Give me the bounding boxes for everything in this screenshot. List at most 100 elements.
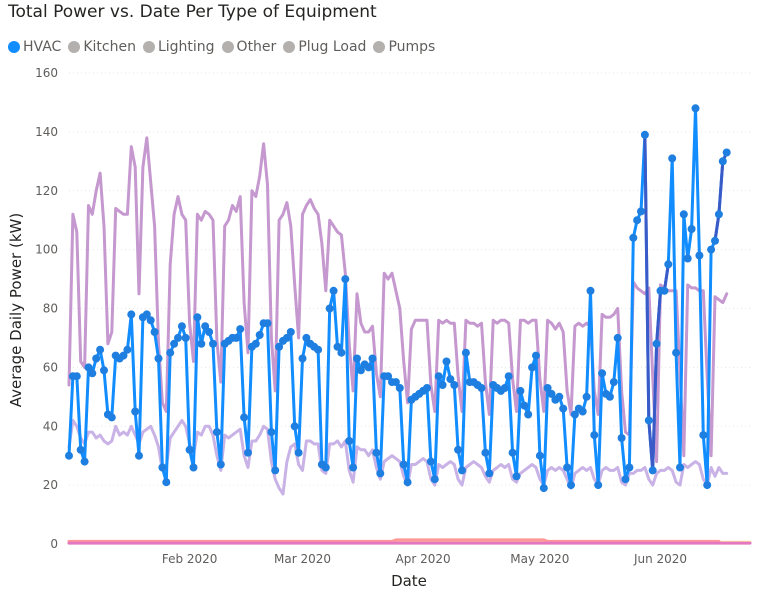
data-point-hvac[interactable] xyxy=(524,410,533,419)
data-point-hvac[interactable] xyxy=(65,451,73,460)
legend-item-lighting[interactable]: Lighting xyxy=(142,39,215,55)
data-point-hvac[interactable] xyxy=(150,328,159,336)
data-point-hvac[interactable] xyxy=(135,451,143,460)
data-point-hvac[interactable] xyxy=(590,431,599,440)
data-point-hvac[interactable] xyxy=(131,407,140,416)
data-point-hvac[interactable] xyxy=(244,448,252,457)
data-point-hvac[interactable] xyxy=(193,313,202,322)
data-point-hvac[interactable] xyxy=(547,389,556,398)
data-point-hvac[interactable] xyxy=(174,333,182,342)
data-point-hvac[interactable] xyxy=(578,407,587,416)
data-point-hvac[interactable] xyxy=(672,348,681,357)
data-point-hvac[interactable] xyxy=(197,339,206,348)
data-point-hvac[interactable] xyxy=(617,434,626,442)
data-point-hvac[interactable] xyxy=(594,481,603,490)
data-point-hvac[interactable] xyxy=(508,448,517,457)
data-point-hvac[interactable] xyxy=(356,366,365,375)
data-point-hvac[interactable] xyxy=(236,325,245,334)
data-point-hvac[interactable] xyxy=(637,207,645,216)
data-point-hvac[interactable] xyxy=(107,413,116,422)
data-point-hvac[interactable] xyxy=(598,369,607,378)
data-point-hvac[interactable] xyxy=(76,445,85,454)
data-point-hvac[interactable] xyxy=(119,351,128,360)
data-point-hvac[interactable] xyxy=(353,354,361,363)
legend-item-kitchen[interactable]: Kitchen xyxy=(68,39,136,55)
data-point-hvac[interactable] xyxy=(559,404,568,413)
data-point-hvac[interactable] xyxy=(314,345,323,354)
data-point-hvac[interactable] xyxy=(500,384,509,392)
data-point-hvac[interactable] xyxy=(722,148,731,157)
data-point-hvac[interactable] xyxy=(711,236,719,245)
data-point-hvac[interactable] xyxy=(567,481,575,490)
data-point-hvac[interactable] xyxy=(648,466,657,475)
data-point-hvac[interactable] xyxy=(481,448,490,457)
data-point-hvac[interactable] xyxy=(177,322,186,331)
data-point-hvac[interactable] xyxy=(384,372,393,381)
data-point-hvac[interactable] xyxy=(718,157,727,166)
data-point-hvac[interactable] xyxy=(652,339,661,348)
data-point-hvac[interactable] xyxy=(395,384,404,392)
data-point-hvac[interactable] xyxy=(714,210,723,219)
data-point-hvac[interactable] xyxy=(423,384,431,392)
data-point-hvac[interactable] xyxy=(403,478,412,487)
data-point-hvac[interactable] xyxy=(185,445,194,454)
data-point-hvac[interactable] xyxy=(450,381,459,389)
data-point-hvac[interactable] xyxy=(100,366,108,375)
data-point-hvac[interactable] xyxy=(333,342,342,351)
legend-item-other[interactable]: Other xyxy=(221,39,276,55)
data-point-hvac[interactable] xyxy=(364,363,373,372)
series-line-pumps[interactable] xyxy=(67,136,729,464)
data-point-hvac[interactable] xyxy=(166,348,175,357)
data-point-hvac[interactable] xyxy=(88,369,97,378)
data-point-hvac[interactable] xyxy=(485,469,494,478)
data-point-hvac[interactable] xyxy=(158,463,167,472)
data-point-hvac[interactable] xyxy=(532,351,540,360)
data-point-hvac[interactable] xyxy=(434,372,443,381)
data-point-hvac[interactable] xyxy=(240,413,249,422)
data-point-hvac[interactable] xyxy=(640,130,649,139)
data-point-hvac[interactable] xyxy=(368,354,377,363)
data-point-hvac[interactable] xyxy=(699,431,708,440)
data-point-hvac[interactable] xyxy=(282,333,291,342)
data-point-hvac[interactable] xyxy=(629,233,638,242)
data-point-hvac[interactable] xyxy=(271,466,280,475)
data-point-hvac[interactable] xyxy=(691,104,700,113)
data-point-hvac[interactable] xyxy=(80,457,89,466)
data-point-hvac[interactable] xyxy=(127,310,136,319)
data-point-hvac[interactable] xyxy=(430,475,439,484)
data-point-hvac[interactable] xyxy=(668,154,677,163)
data-point-hvac[interactable] xyxy=(605,392,614,401)
data-point-hvac[interactable] xyxy=(679,210,688,219)
data-point-hvac[interactable] xyxy=(372,448,381,457)
data-point-hvac[interactable] xyxy=(543,384,552,392)
data-point-hvac[interactable] xyxy=(275,342,284,351)
data-point-hvac[interactable] xyxy=(695,251,704,260)
data-point-hvac[interactable] xyxy=(302,333,311,342)
data-point-hvac[interactable] xyxy=(512,472,521,481)
data-point-hvac[interactable] xyxy=(181,333,190,342)
data-point-hvac[interactable] xyxy=(337,348,346,357)
data-point-hvac[interactable] xyxy=(298,354,307,363)
data-point-hvac[interactable] xyxy=(263,319,272,328)
data-point-hvac[interactable] xyxy=(520,401,529,410)
data-point-hvac[interactable] xyxy=(621,475,630,484)
data-point-hvac[interactable] xyxy=(189,463,198,472)
data-point-hvac[interactable] xyxy=(458,466,466,475)
data-point-hvac[interactable] xyxy=(438,381,447,389)
chart-legend[interactable]: HVAC Kitchen Lighting Other Plug Load Pumps xyxy=(8,37,442,57)
data-point-hvac[interactable] xyxy=(644,416,653,425)
data-point-hvac[interactable] xyxy=(255,331,264,339)
data-point-hvac[interactable] xyxy=(92,354,101,363)
data-point-hvac[interactable] xyxy=(154,354,163,363)
data-point-hvac[interactable] xyxy=(528,363,537,372)
data-point-hvac[interactable] xyxy=(563,463,572,472)
legend-item-pumps[interactable]: Pumps xyxy=(373,39,435,55)
data-point-hvac[interactable] xyxy=(504,372,513,381)
data-point-hvac[interactable] xyxy=(633,216,642,225)
data-point-hvac[interactable] xyxy=(660,286,669,295)
data-point-hvac[interactable] xyxy=(399,460,408,469)
data-point-hvac[interactable] xyxy=(516,386,525,395)
data-point-hvac[interactable] xyxy=(707,245,716,254)
data-point-hvac[interactable] xyxy=(162,478,171,487)
data-point-hvac[interactable] xyxy=(535,451,544,460)
